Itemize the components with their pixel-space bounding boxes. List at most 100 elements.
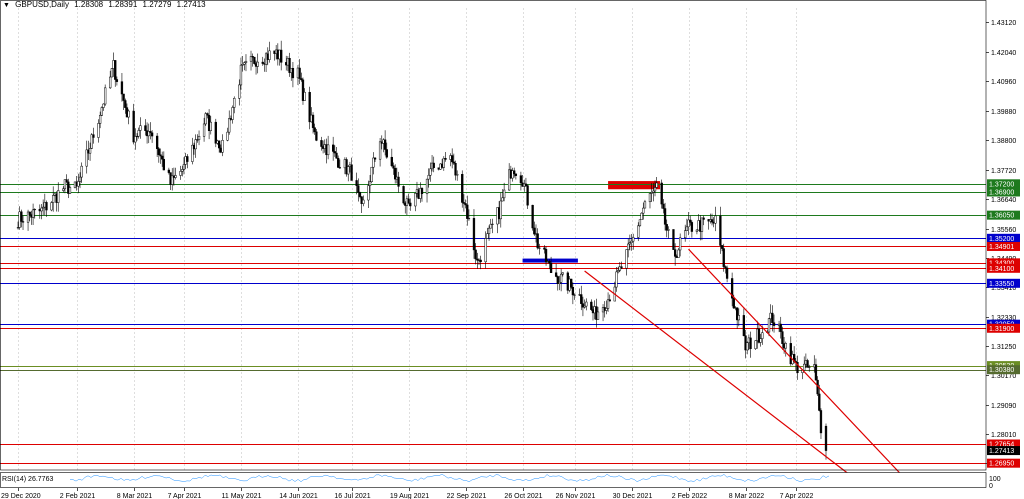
candle xyxy=(394,164,397,184)
candle xyxy=(524,177,528,187)
candle-body xyxy=(511,170,514,179)
rsi-label: RSI(14) 26.7763 xyxy=(2,476,53,483)
candle xyxy=(454,160,457,181)
candle xyxy=(385,142,388,159)
price-label: 1.36050 xyxy=(987,210,1020,220)
candle-body xyxy=(687,219,690,228)
candle-body xyxy=(85,149,88,167)
candle-body xyxy=(57,190,60,203)
y-tick-label: 1.39880 xyxy=(991,109,1016,116)
candle xyxy=(684,224,687,242)
candle-body xyxy=(301,79,305,101)
candle-body xyxy=(358,192,362,197)
candle xyxy=(239,57,243,90)
candle xyxy=(432,156,435,173)
candle-body xyxy=(253,56,256,64)
candle-body xyxy=(484,238,487,263)
candle xyxy=(251,53,254,67)
candle xyxy=(337,155,340,168)
candle-body xyxy=(789,343,792,365)
candle xyxy=(85,140,88,174)
candle-body xyxy=(501,197,504,202)
candle-body xyxy=(499,200,502,220)
candle xyxy=(372,152,375,175)
candle-body xyxy=(147,131,150,137)
candle-body xyxy=(80,165,83,178)
candle xyxy=(320,136,323,151)
candle xyxy=(767,317,771,337)
candle-body xyxy=(90,134,93,149)
candle xyxy=(665,219,668,238)
candle-body xyxy=(759,338,762,343)
candle-body xyxy=(197,136,201,140)
candle-body xyxy=(241,63,244,66)
candle xyxy=(226,127,229,142)
close-value: 1.27413 xyxy=(176,0,206,9)
candle-body xyxy=(432,162,435,168)
level-lines[interactable] xyxy=(0,184,986,464)
price-labels: 1.372001.369001.360501.352001.349011.343… xyxy=(987,179,1020,468)
candle xyxy=(155,132,159,157)
candle xyxy=(157,147,160,163)
candle-body xyxy=(571,286,575,296)
candle xyxy=(489,218,492,229)
candle xyxy=(57,182,60,212)
candle-body xyxy=(77,181,80,187)
candle-body xyxy=(134,136,137,143)
candle-body xyxy=(454,162,457,176)
price-label-text: 1.27654 xyxy=(989,441,1014,448)
trend-channel[interactable] xyxy=(584,248,911,485)
candle-body xyxy=(772,322,776,326)
candle-body xyxy=(102,103,105,108)
candle-body xyxy=(202,123,206,137)
candle-body xyxy=(513,170,516,175)
candle xyxy=(628,234,632,251)
candle xyxy=(347,165,350,182)
candle-body xyxy=(583,305,586,308)
candle-body xyxy=(313,127,316,133)
candle xyxy=(536,228,539,250)
candle xyxy=(456,170,459,181)
x-tick-label: 7 Apr 2021 xyxy=(168,493,202,499)
candle-body xyxy=(40,207,43,212)
candle-body xyxy=(427,174,430,180)
candle-body xyxy=(41,206,45,209)
candle xyxy=(21,215,25,230)
candle-body xyxy=(665,224,668,231)
candle-body xyxy=(280,49,283,63)
candle xyxy=(167,167,171,175)
candle xyxy=(514,173,518,180)
candle xyxy=(300,72,303,82)
candle xyxy=(637,222,640,242)
candle xyxy=(144,119,147,136)
candle xyxy=(754,340,757,350)
candle-body xyxy=(370,166,373,182)
candle-body xyxy=(98,115,102,124)
triangle-down-icon[interactable]: ▼ xyxy=(3,2,10,9)
candle-body xyxy=(580,294,583,304)
candle-body xyxy=(162,158,165,171)
candle xyxy=(16,221,20,230)
candle-body xyxy=(209,121,212,131)
candle-body xyxy=(28,211,31,215)
candle-body xyxy=(719,215,722,246)
candle-body xyxy=(194,139,197,150)
price-label-box xyxy=(987,323,1020,333)
price-label-box xyxy=(987,187,1020,197)
candle xyxy=(181,165,184,177)
chart-header: ▼ GBPUSD,Daily 1.28308 1.28391 1.27279 1… xyxy=(3,0,209,9)
candle xyxy=(625,249,628,276)
candle-body xyxy=(20,211,23,222)
candle-body xyxy=(407,198,410,204)
candle xyxy=(397,171,400,193)
candle xyxy=(484,231,487,269)
candle-body xyxy=(695,229,699,232)
candle xyxy=(204,112,207,126)
candle xyxy=(491,218,494,234)
candle-body xyxy=(244,60,248,63)
candle xyxy=(689,215,692,226)
candle-body xyxy=(256,61,259,67)
candle xyxy=(209,116,212,135)
candle-body xyxy=(68,187,72,194)
